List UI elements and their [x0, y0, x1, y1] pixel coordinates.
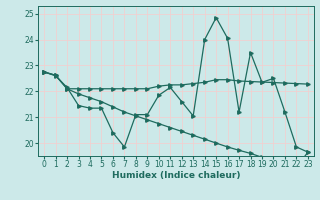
X-axis label: Humidex (Indice chaleur): Humidex (Indice chaleur) — [112, 171, 240, 180]
